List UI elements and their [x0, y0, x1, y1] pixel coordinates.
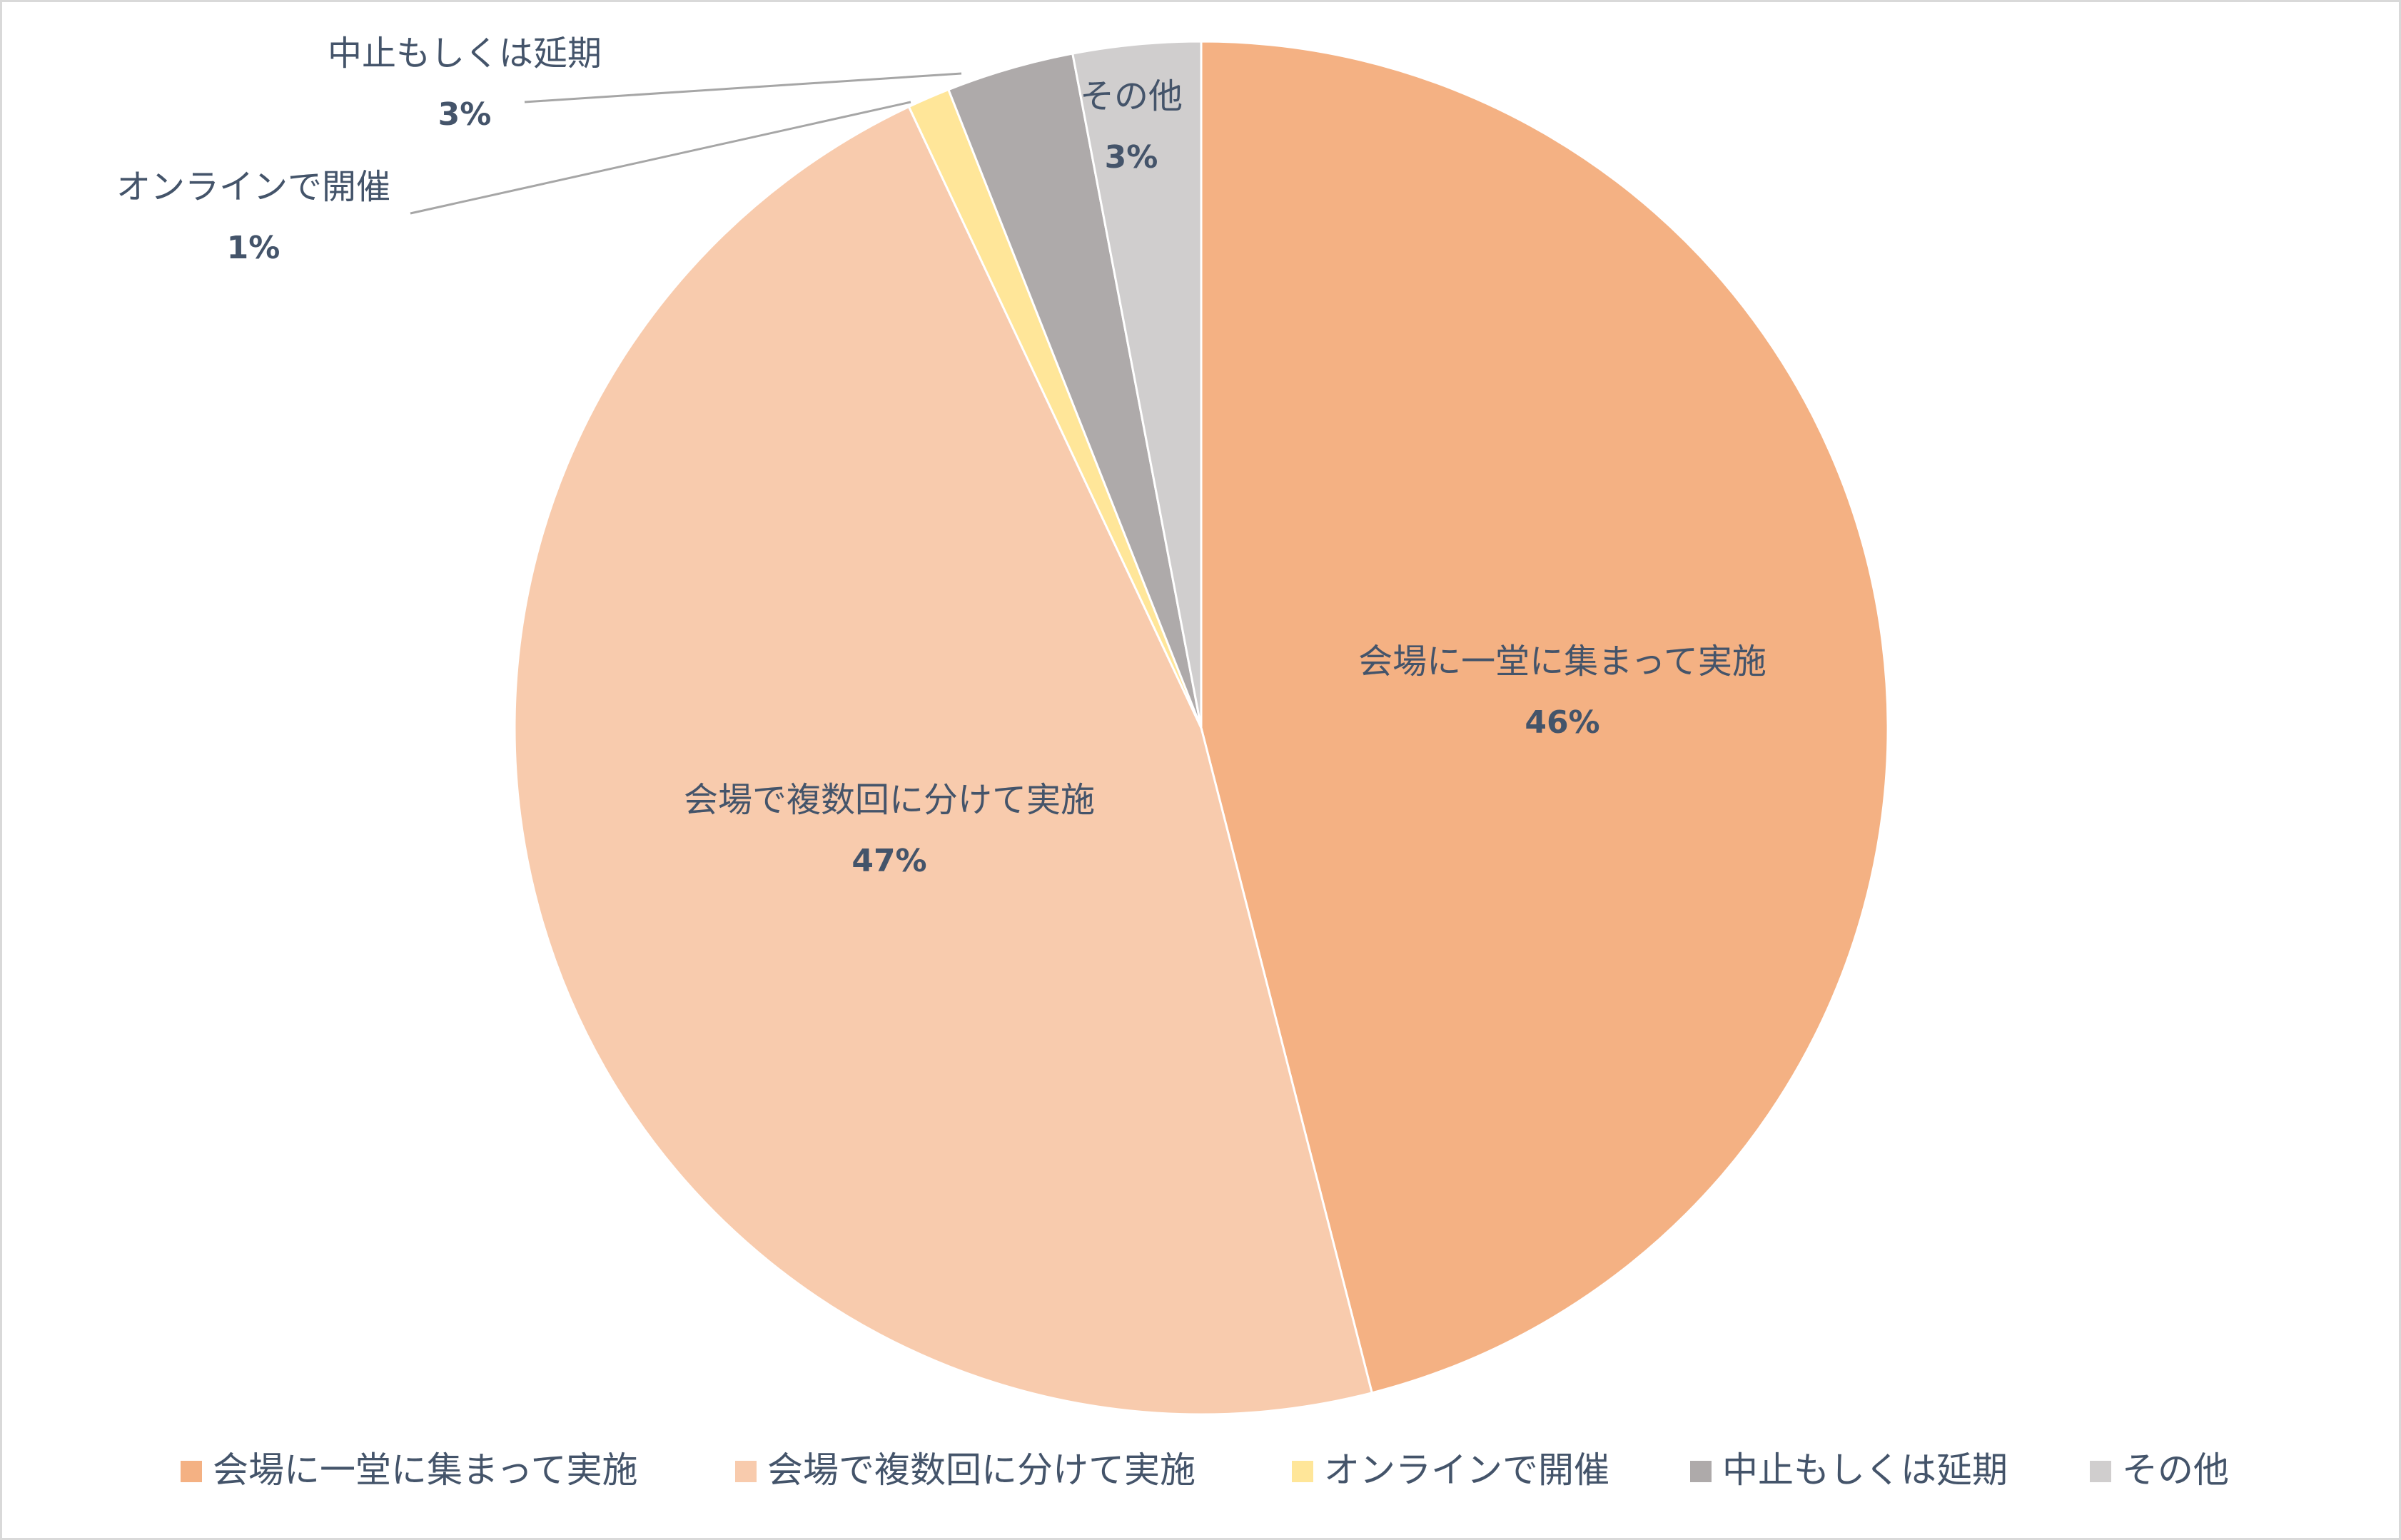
pie-slices: [513, 40, 1889, 1416]
leader-line-slice-4: [524, 72, 962, 103]
legend-label-slice-5: その他: [2122, 1449, 2229, 1491]
legend: 会場に一堂に集まって実施 会場で複数回に分けて実施 オンラインで開催 中止もしくは延期…: [181, 1449, 2229, 1491]
data-value-slice-5: 3%: [1105, 139, 1158, 176]
data-value-slice-4: 3%: [438, 96, 492, 133]
legend-label-slice-3: オンラインで開催: [1324, 1449, 1609, 1491]
data-value-slice-1: 46%: [1525, 704, 1599, 741]
legend-swatch-slice-4: [1690, 1461, 1712, 1482]
pie-slice-1: [1200, 40, 1889, 1394]
leader-lines: [410, 72, 962, 215]
data-label-slice-2: 会場で複数回に分けて実施: [684, 780, 1095, 820]
legend-label-slice-1: 会場に一堂に集まって実施: [213, 1449, 638, 1491]
data-label-slice-1: 会場に一堂に集まって実施: [1358, 642, 1766, 682]
legend-swatch-slice-3: [1292, 1461, 1313, 1482]
pie-slice-5: [1071, 40, 1203, 729]
data-value-slice-2: 47%: [851, 843, 926, 879]
data-value-slice-3: 1%: [227, 230, 280, 266]
data-label-slice-3: オンラインで開催: [116, 167, 390, 207]
pie-slice-2: [513, 105, 1374, 1416]
legend-swatch-slice-5: [2090, 1461, 2111, 1482]
leader-line-slice-3: [410, 101, 911, 215]
legend-label-slice-4: 中止もしくは延期: [1722, 1449, 2008, 1491]
legend-swatch-slice-2: [735, 1461, 757, 1482]
legend-swatch-slice-1: [181, 1461, 202, 1482]
data-label-slice-4: 中止もしくは延期: [328, 34, 602, 74]
legend-label-slice-2: 会場で複数回に分けて実施: [767, 1449, 1196, 1491]
data-label-slice-5: その他: [1080, 76, 1183, 116]
data-labels: 会場に一堂に集まって実施 46% 会場で複数回に分けて実施 47% オンラインで開催 1%…: [116, 34, 1766, 879]
